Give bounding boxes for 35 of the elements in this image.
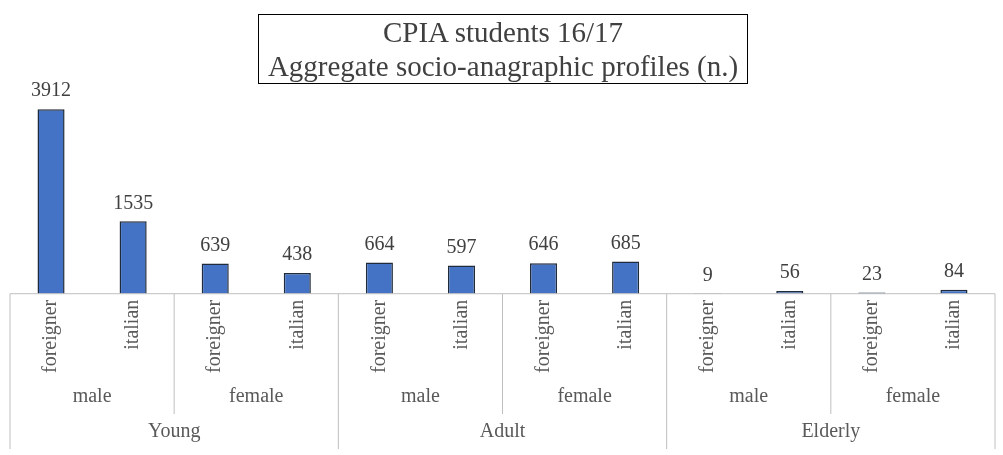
x-tick-label: italian: [284, 299, 307, 350]
x-tick-label: foreigner: [694, 299, 718, 374]
x-tick-label: italian: [777, 299, 800, 350]
data-label: 84: [943, 259, 964, 281]
x-tick-label: foreigner: [202, 299, 226, 374]
data-label: 9: [702, 262, 713, 285]
data-label: 438: [282, 242, 313, 265]
text: Young: [147, 418, 201, 442]
text: male: [400, 383, 440, 406]
x-tick-label: foreigner: [38, 299, 62, 374]
data-label: 685: [610, 230, 641, 253]
x-tick-label: foreigner: [366, 299, 390, 374]
x-tick-label: italian: [941, 299, 964, 350]
x-tick-label: italian: [120, 299, 143, 350]
data-label: 23: [861, 261, 882, 284]
data-label: 646: [528, 232, 559, 255]
text: female: [885, 383, 941, 406]
text: male: [72, 383, 112, 406]
text: Adult: [479, 418, 526, 441]
data-label: 56: [779, 260, 800, 283]
data-label: 3912: [31, 78, 72, 101]
text: Elderly: [801, 418, 861, 442]
text: female: [229, 383, 284, 406]
chart-subtitle: Aggregate socio-anagraphic profiles (n.): [266, 49, 740, 83]
data-label: 1535: [113, 190, 154, 213]
x-tick-label: italian: [448, 299, 471, 350]
text: male: [729, 383, 769, 406]
data-label: 639: [200, 232, 231, 255]
chart-title: CPIA students 16/17: [381, 15, 625, 49]
data-label: 664: [364, 231, 395, 254]
x-tick-label: foreigner: [859, 299, 883, 374]
text: female: [557, 383, 612, 406]
data-label: 597: [446, 234, 477, 257]
x-tick-label: italian: [612, 299, 635, 350]
x-tick-label: foreigner: [530, 299, 554, 374]
